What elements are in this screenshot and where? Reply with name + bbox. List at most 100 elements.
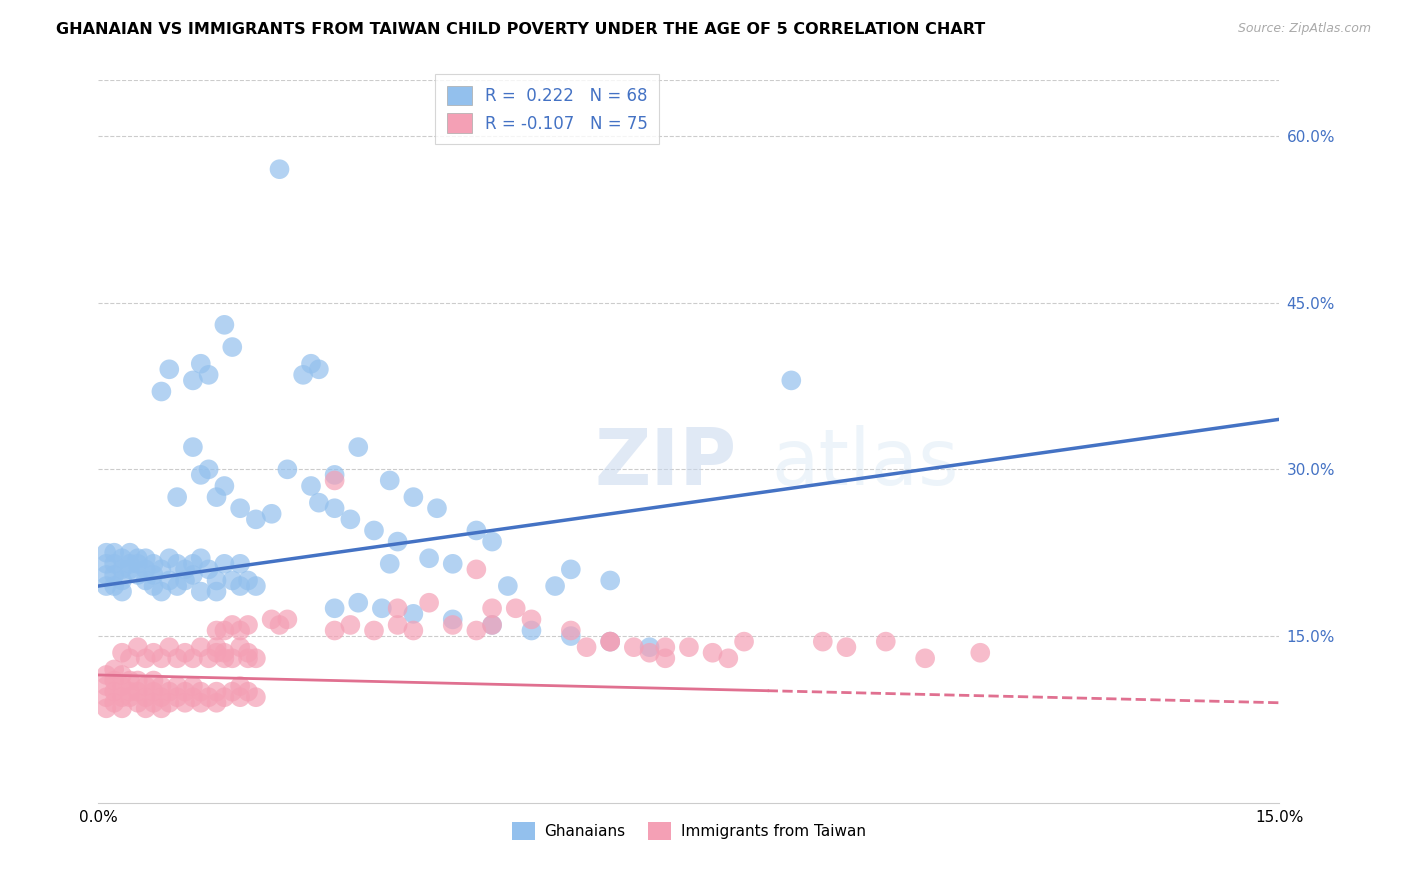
Point — [166, 557, 188, 571]
Point — [166, 651, 188, 665]
Point — [150, 384, 173, 399]
Point — [135, 701, 157, 715]
Point — [157, 551, 180, 566]
Point — [236, 618, 259, 632]
Point — [205, 696, 228, 710]
Point — [103, 579, 125, 593]
Point — [127, 568, 149, 582]
Point — [111, 551, 134, 566]
Point — [135, 679, 157, 693]
Point — [560, 624, 582, 638]
Point — [245, 512, 267, 526]
Point — [142, 646, 165, 660]
Point — [174, 684, 197, 698]
Point — [481, 618, 503, 632]
Point — [142, 696, 165, 710]
Point — [96, 557, 118, 571]
Point — [214, 651, 236, 665]
Point — [181, 557, 204, 571]
Point — [339, 512, 361, 526]
Point — [276, 462, 298, 476]
Point — [157, 574, 180, 588]
Point — [378, 474, 401, 488]
Point — [418, 596, 440, 610]
Point — [205, 640, 228, 655]
Point — [205, 684, 228, 698]
Point — [142, 684, 165, 698]
Text: GHANAIAN VS IMMIGRANTS FROM TAIWAN CHILD POVERTY UNDER THE AGE OF 5 CORRELATION : GHANAIAN VS IMMIGRANTS FROM TAIWAN CHILD… — [56, 22, 986, 37]
Point — [96, 701, 118, 715]
Point — [221, 340, 243, 354]
Point — [426, 501, 449, 516]
Point — [103, 696, 125, 710]
Point — [402, 490, 425, 504]
Point — [181, 679, 204, 693]
Point — [118, 557, 141, 571]
Point — [465, 624, 488, 638]
Point — [387, 601, 409, 615]
Point — [150, 690, 173, 705]
Point — [111, 679, 134, 693]
Point — [465, 562, 488, 576]
Point — [150, 679, 173, 693]
Point — [481, 601, 503, 615]
Point — [111, 584, 134, 599]
Point — [142, 673, 165, 688]
Point — [118, 673, 141, 688]
Point — [292, 368, 315, 382]
Point — [157, 362, 180, 376]
Point — [236, 574, 259, 588]
Point — [811, 634, 834, 648]
Point — [103, 673, 125, 688]
Text: ZIP: ZIP — [595, 425, 737, 501]
Point — [418, 551, 440, 566]
Point — [229, 640, 252, 655]
Point — [142, 568, 165, 582]
Point — [150, 651, 173, 665]
Point — [544, 579, 567, 593]
Point — [678, 640, 700, 655]
Point — [181, 373, 204, 387]
Point — [599, 634, 621, 648]
Point — [214, 557, 236, 571]
Point — [127, 696, 149, 710]
Point — [229, 679, 252, 693]
Point — [260, 612, 283, 626]
Point — [96, 668, 118, 682]
Point — [221, 684, 243, 698]
Point — [969, 646, 991, 660]
Point — [654, 640, 676, 655]
Point — [387, 618, 409, 632]
Point — [717, 651, 740, 665]
Point — [236, 684, 259, 698]
Point — [221, 618, 243, 632]
Point — [481, 534, 503, 549]
Point — [96, 568, 118, 582]
Point — [441, 557, 464, 571]
Point — [402, 624, 425, 638]
Point — [142, 579, 165, 593]
Point — [347, 596, 370, 610]
Point — [229, 579, 252, 593]
Point — [875, 634, 897, 648]
Point — [197, 368, 219, 382]
Point — [599, 634, 621, 648]
Point — [190, 696, 212, 710]
Point — [599, 634, 621, 648]
Point — [260, 507, 283, 521]
Point — [150, 701, 173, 715]
Point — [181, 690, 204, 705]
Point — [166, 679, 188, 693]
Point — [323, 501, 346, 516]
Point — [505, 601, 527, 615]
Point — [111, 668, 134, 682]
Point — [229, 624, 252, 638]
Point — [560, 562, 582, 576]
Point — [214, 624, 236, 638]
Point — [142, 557, 165, 571]
Point — [150, 584, 173, 599]
Point — [118, 684, 141, 698]
Point — [363, 624, 385, 638]
Point — [205, 490, 228, 504]
Point — [221, 651, 243, 665]
